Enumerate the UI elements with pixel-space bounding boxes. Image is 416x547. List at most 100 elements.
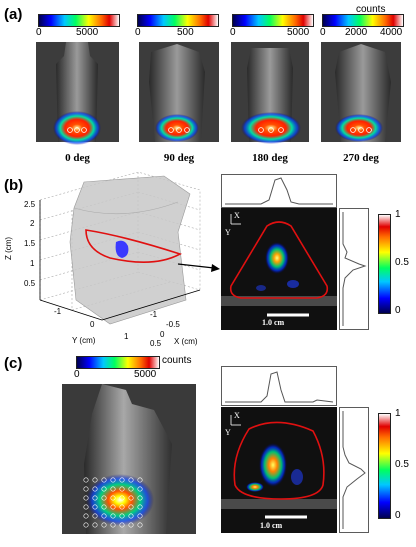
z-tick-1: 1: [30, 259, 35, 268]
counts-label-a: counts: [356, 4, 386, 15]
scan-point: [128, 522, 134, 528]
scan-point: [83, 495, 89, 501]
slice-b-axis-y: Y: [225, 228, 231, 237]
scan-point: [119, 495, 125, 501]
colorbar-90deg: [137, 14, 219, 27]
slice-c-axis-y: Y: [225, 428, 231, 437]
scale-label-c: 1.0 cm: [260, 521, 283, 530]
scan-point: [83, 477, 89, 483]
counts-label-c: counts: [162, 355, 192, 366]
scan-point: [119, 477, 125, 483]
profile-side-b: [339, 208, 369, 330]
scan-point: [101, 486, 107, 492]
y-tick-neg1: -1: [54, 307, 62, 316]
scan-point: [110, 504, 116, 510]
scan-point: [83, 522, 89, 528]
reconstruction-slice-c: [221, 407, 337, 533]
scan-point: [101, 504, 107, 510]
scan-point: [92, 513, 98, 519]
panel-c-label: (c): [4, 355, 23, 372]
profile-top-b: [221, 174, 337, 208]
tissue-surface: [69, 175, 191, 325]
reconstruction-3d-plot: [39, 172, 201, 325]
colorbar-c-max: 5000: [134, 369, 157, 380]
x-tick-0.5: 0.5: [150, 339, 162, 348]
colorbar-90deg-max: 500: [177, 27, 194, 38]
z-tick-0.5: 0.5: [24, 279, 36, 288]
cbar-b-tick-1: 1: [395, 209, 401, 220]
contour-3d: [85, 229, 183, 263]
scan-point: [110, 522, 116, 528]
panel-a-label: (a): [4, 6, 23, 23]
colorbar-180deg-min: 0: [230, 27, 236, 38]
colorbar-c: [76, 356, 160, 369]
z-tick-1.5: 1.5: [24, 239, 36, 248]
mouse-image-90deg: [139, 42, 219, 142]
y-tick-1: 1: [124, 332, 129, 341]
scan-point: [137, 513, 143, 519]
view-label-90deg: 90 deg: [163, 152, 195, 164]
x-tick-neg1: -1: [150, 310, 158, 319]
z-tick-2: 2: [30, 219, 35, 228]
scan-point: [110, 495, 116, 501]
colorbar-c-min: 0: [74, 369, 80, 380]
profile-side-c: [339, 407, 369, 533]
mouse-image-grid: [62, 384, 196, 534]
z-tick-2.5: 2.5: [24, 200, 36, 209]
colorbar-0deg: [38, 14, 120, 27]
scan-point: [83, 486, 89, 492]
scan-point: [101, 477, 107, 483]
cbar-b-tick-0: 0: [395, 305, 401, 316]
scan-point: [128, 504, 134, 510]
scale-label-b: 1.0 cm: [262, 318, 285, 327]
scan-point: [110, 477, 116, 483]
x-tick-neg0.5: -0.5: [166, 320, 180, 329]
scan-point: [137, 522, 143, 528]
colorbar-0deg-min: 0: [36, 27, 42, 38]
colorbar-vertical-c: [378, 413, 391, 519]
scan-point: [92, 477, 98, 483]
scan-point: [137, 495, 143, 501]
z-axis-label: Z (cm): [4, 236, 13, 260]
slice-c-axis-x: X: [234, 411, 240, 420]
reconstruction-slice-b: [221, 208, 337, 330]
scan-point: [128, 486, 134, 492]
y-axis-label: Y (cm): [72, 336, 96, 345]
slice-b-axis-x: X: [234, 211, 240, 220]
scan-point: [101, 513, 107, 519]
colorbar-90deg-min: 0: [135, 27, 141, 38]
scan-point: [83, 513, 89, 519]
scan-point: [128, 513, 134, 519]
mouse-image-180deg: [231, 42, 309, 144]
scan-point: [92, 486, 98, 492]
cbar-b-tick-0.5: 0.5: [395, 257, 409, 268]
scan-point: [83, 504, 89, 510]
scan-point: [128, 495, 134, 501]
view-label-270deg: 270 deg: [343, 152, 379, 164]
panel-b-label: (b): [4, 177, 24, 194]
colorbar-270deg-min: 0: [320, 27, 326, 38]
mouse-image-0deg: [36, 42, 119, 145]
scan-point: [110, 513, 116, 519]
scan-point: [92, 504, 98, 510]
scan-grid: [83, 477, 143, 528]
scan-point: [137, 486, 143, 492]
scan-point: [110, 486, 116, 492]
scan-point: [137, 477, 143, 483]
x-tick-0: 0: [160, 330, 165, 339]
colorbar-vertical-b: [378, 214, 391, 314]
colorbar-270deg-mid: 2000: [345, 27, 368, 38]
scan-point: [119, 522, 125, 528]
colorbar-270deg: [322, 14, 404, 27]
mouse-views-images: [36, 42, 401, 145]
scan-point: [92, 522, 98, 528]
mouse-image-270deg: [321, 42, 401, 142]
scan-point: [119, 486, 125, 492]
scan-point: [128, 477, 134, 483]
connector-arrow: [177, 263, 220, 272]
colorbar-180deg-max: 5000: [287, 27, 310, 38]
scan-point: [92, 495, 98, 501]
y-tick-0: 0: [90, 320, 95, 329]
scan-point: [137, 504, 143, 510]
scan-point: [119, 513, 125, 519]
